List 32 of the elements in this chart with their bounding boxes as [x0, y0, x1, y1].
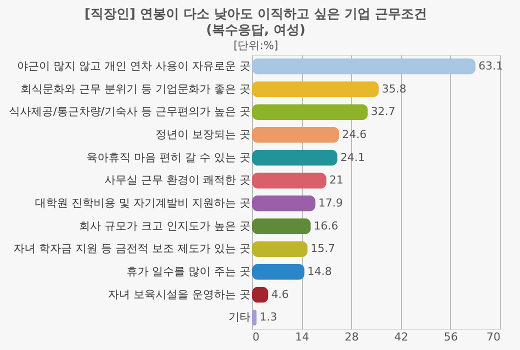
y-tick-label: 자녀 학자금 지원 등 금전적 보조 제도가 있는 곳: [14, 242, 250, 256]
data-label: 17.9: [318, 196, 343, 210]
data-label: 24.6: [342, 128, 367, 141]
x-tick-label: 42: [394, 330, 408, 344]
x-tick-label: 28: [344, 330, 359, 344]
y-tick-label: 대학원 진학비용 및 자기계발비 지원하는 곳: [35, 196, 250, 210]
chart-subtitle: [단위:%]: [233, 39, 278, 52]
y-tick-label: 기타: [228, 310, 250, 324]
y-tick-label: 자녀 보육시설을 운영하는 곳: [108, 288, 250, 301]
y-tick-label: 육아휴직 마음 편히 갈 수 있는 곳: [86, 150, 250, 164]
data-label: 4.6: [271, 288, 289, 301]
data-label: 1.3: [260, 310, 278, 324]
y-tick-label: 회사 규모가 크고 인지도가 높은 곳: [79, 219, 250, 232]
data-label: 14.8: [307, 264, 332, 278]
x-tick-label: 0: [252, 330, 260, 344]
x-tick-label: 70: [486, 330, 500, 344]
x-tick-label: 14: [295, 330, 310, 344]
y-tick-label: 정년이 보장되는 곳: [156, 128, 250, 141]
y-tick-label: 회식문화와 근무 분위기 등 기업문화가 좋은 곳: [20, 82, 250, 96]
data-label: 21: [329, 174, 344, 187]
data-label: 15.7: [310, 242, 336, 256]
y-tick-label: 휴가 일수를 많이 주는 곳: [126, 264, 250, 278]
data-label: 32.7: [370, 105, 396, 118]
y-tick-label: 식사제공/통근차량/기숙사 등 근무편의가 높은 곳: [9, 105, 250, 118]
y-tick-label: 사무실 근무 환경이 쾌적한 곳: [104, 174, 250, 187]
y-tick-label: 야근이 많지 않고 개인 연차 사용이 자유로운 곳: [17, 59, 250, 72]
data-label: 24.1: [340, 150, 365, 164]
x-tick-label: 56: [444, 330, 458, 344]
data-label: 16.6: [314, 219, 338, 232]
data-label: 63.1: [478, 59, 504, 72]
data-label: 35.8: [382, 82, 406, 96]
chart-title: [직장인] 연봉이 다소 낮아도 이직하고 싶은 기업 근무조건 (복수응답, 여성): [84, 7, 428, 38]
